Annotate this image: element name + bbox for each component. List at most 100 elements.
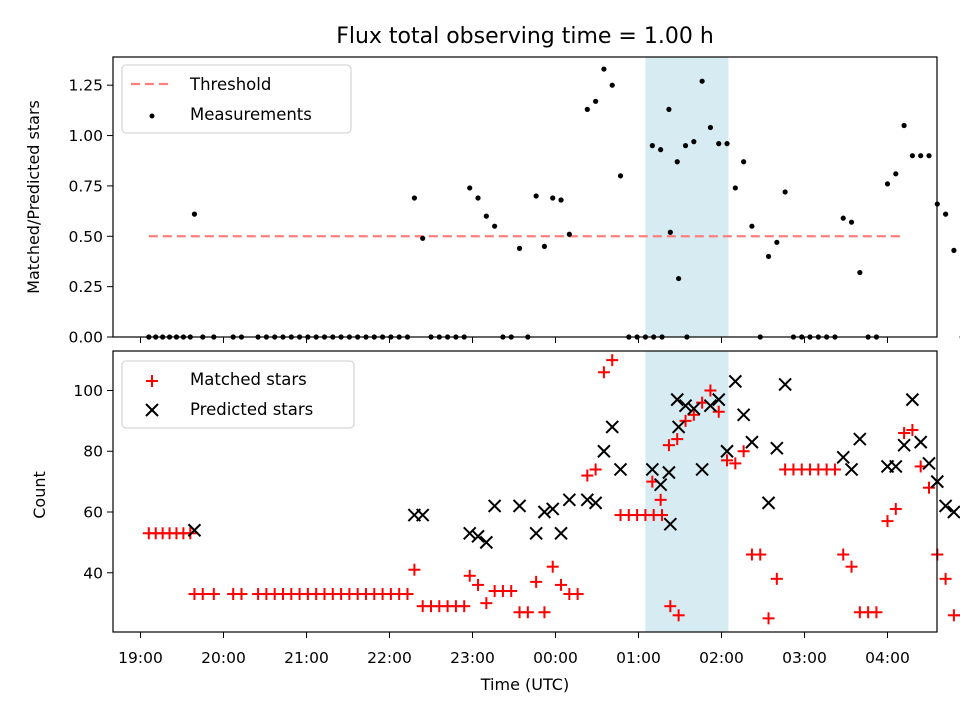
top-y-axis-label: Matched/Predicted stars [24,100,43,294]
top-y-tick-label-5: 1.25 [68,77,103,95]
predicted-point-22 [662,465,676,480]
measurement-point-68 [682,143,689,149]
predicted-point-21 [653,477,668,492]
matched-point-68 [679,414,692,427]
measurement-point-38 [467,185,473,191]
bottom-y-axis-label: Count [30,471,49,519]
matched-point-49 [555,578,568,591]
chart-title: Flux total observing time = 1.00 h [336,24,714,49]
bottom-legend: Matched stars Predicted stars [121,360,355,429]
measurement-point-7 [191,211,198,217]
predicted-point-24 [678,398,693,413]
measurement-point-31 [411,195,417,201]
matched-point-78 [762,612,775,625]
predicted-point-18 [663,517,678,531]
matched-point-71 [704,384,717,397]
matched-point-91 [870,606,883,619]
predicted-point-46 [938,499,953,513]
top-plot-frame [112,56,938,338]
bottom-plot-frame [112,350,938,633]
x-tick-label-8: 03:00 [782,649,827,667]
predicted-point-42 [905,392,920,407]
matched-point-101 [956,614,960,617]
matched-point-97 [923,481,935,494]
predicted-point-25 [687,402,701,416]
predicted-point-7 [512,499,527,513]
bottom-legend-box [121,360,355,429]
measurement-point-92 [884,181,891,187]
bottom-y-tick-label-3: 100 [73,382,103,400]
matched-point-37 [458,600,471,613]
x-tick-label-6: 01:00 [616,649,661,667]
matched-point-40 [480,597,493,610]
matched-point-53 [589,463,602,476]
measurement-point-55 [617,173,624,179]
matched-point-54 [597,366,610,379]
measurement-point-87 [840,215,846,221]
measurement-point-89 [857,269,863,276]
top-legend-box [121,64,352,134]
predicted-point-43 [913,435,928,449]
predicted-point-12 [562,493,577,507]
predicted-point-26 [695,462,709,477]
matched-point-31 [408,563,421,576]
measurement-point-41 [492,223,498,229]
predicted-point-38 [853,432,867,446]
predicted-point-41 [897,438,911,452]
measurement-point-66 [666,106,672,112]
predicted-point-8 [529,526,543,540]
matched-point-8 [196,588,209,601]
measurement-point-40 [483,213,489,219]
measurement-point-96 [918,153,924,159]
measurement-point-62 [676,275,682,282]
matched-point-9 [207,588,220,601]
matched-point-92 [881,515,894,528]
predicted-point-13 [580,493,595,507]
measurement-point-51 [584,106,590,112]
predicted-point-34 [770,441,784,455]
measurement-point-48 [550,195,556,201]
matched-point-88 [845,560,858,573]
matched-point-47 [538,606,551,619]
top-y-tick-label-1: 0.25 [68,278,103,296]
legend-threshold-label: Threshold [189,75,271,94]
measurement-point-53 [601,66,607,72]
predicted-point-11 [554,526,568,540]
legend-measurements-swatch [149,113,155,119]
counts-series [142,354,960,625]
matched-point-73 [721,454,734,467]
measurement-point-94 [901,122,907,129]
predicted-point-44 [922,456,936,471]
legend-predicted-swatch [145,403,159,417]
measurement-point-44 [516,245,523,251]
measurement-point-64 [649,143,655,149]
top-highlight-band [645,57,729,337]
matched-point-95 [906,423,919,436]
predicted-point-30 [728,374,743,389]
bottom-y-tick-label-2: 80 [83,443,103,461]
measurement-point-71 [707,124,714,131]
predicted-point-36 [836,450,850,465]
predicted-point-28 [712,392,726,407]
predicted-point-32 [745,435,759,449]
matched-point-52 [581,469,594,482]
matched-point-61 [656,509,669,522]
measurement-point-80 [782,189,788,195]
x-axis-label: Time (UTC) [480,675,569,694]
top-y-tick-label-3: 0.75 [68,177,103,195]
measurement-point-50 [566,231,572,237]
measurement-point-79 [774,239,780,245]
top-y-axis: 0.00 0.25 0.50 0.75 1.00 1.25 [68,77,113,347]
matched-point-55 [606,354,619,367]
bottom-x-axis: 19:00 20:00 21:00 22:00 23:00 00:00 01:00 02:00… [118,632,910,667]
matched-point-45 [521,606,534,619]
matched-point-30 [401,588,414,601]
measurement-point-52 [593,98,599,104]
predicted-point-4 [471,529,485,544]
matched-point-51 [571,588,584,601]
x-tick-label-2: 21:00 [284,649,329,667]
predicted-point-2 [415,508,430,522]
predicted-point-16 [605,420,619,434]
predicted-point-27 [703,398,718,413]
x-tick-label-3: 22:00 [367,649,412,667]
